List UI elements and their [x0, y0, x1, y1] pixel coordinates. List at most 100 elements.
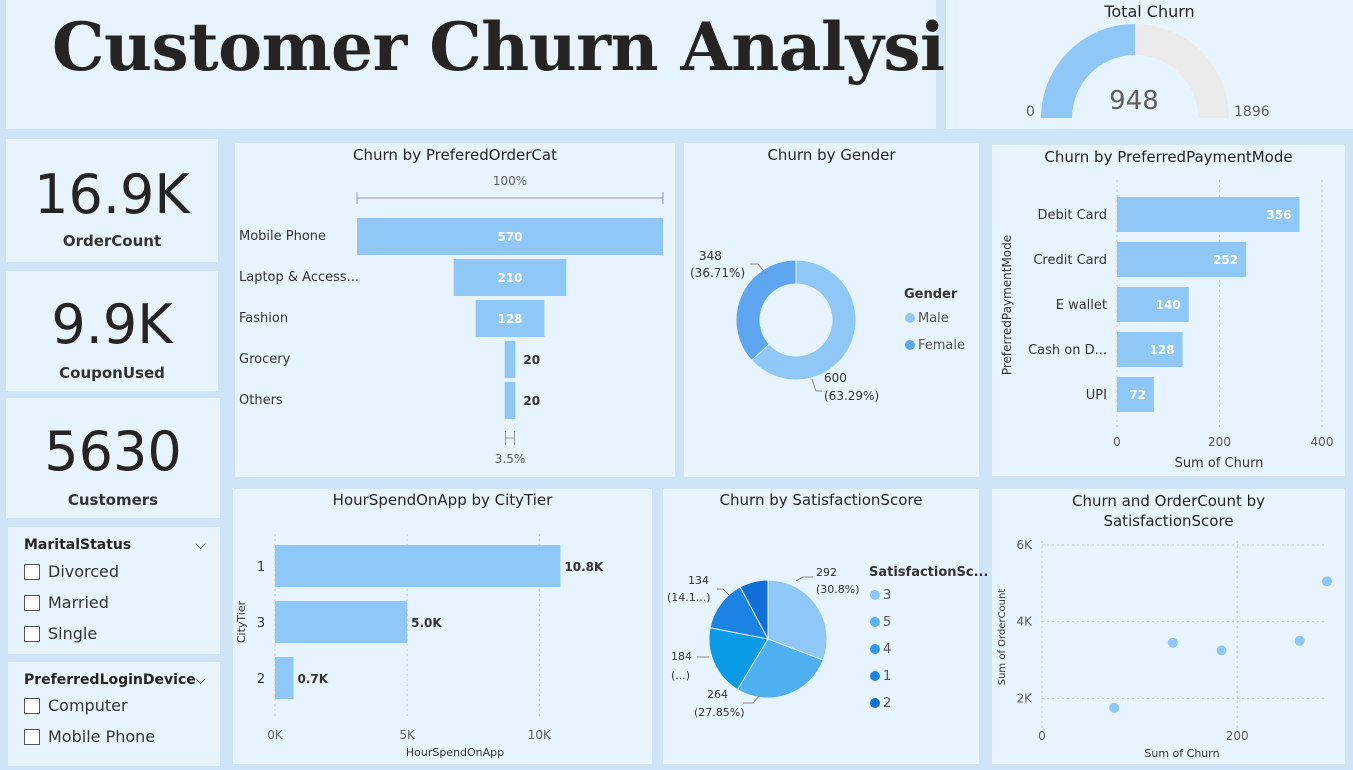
citytier-category-label: 1 — [257, 560, 265, 575]
chevron-down-icon[interactable]: ⌵ — [195, 672, 206, 688]
payment-mode-chart-tile[interactable]: Churn by PreferredPaymentMode 0 200 400 Deb… — [992, 145, 1345, 476]
kpi-value: 5630 — [44, 420, 182, 483]
slicer-title: PreferredLoginDevice — [24, 672, 196, 688]
payment-value-label: 140 — [1156, 298, 1181, 312]
kpi-value: 16.9K — [34, 163, 190, 226]
funnel-bottom-label: 3.5% — [495, 452, 526, 466]
x-tick-label: 400 — [1311, 435, 1334, 449]
legend-marker — [870, 698, 880, 708]
title-banner: Customer Churn Analysis — [6, 0, 982, 129]
funnel-value-label: 128 — [497, 312, 522, 326]
scatter-chart-tile[interactable]: Churn and OrderCount by SatisfactionScor… — [992, 489, 1345, 764]
x-tick-label: 0 — [1038, 729, 1046, 743]
legend-label: 2 — [883, 696, 891, 711]
slicer-option-divorced[interactable]: Divorced — [24, 562, 119, 581]
citytier-chart-tile[interactable]: HourSpendOnApp by CityTier 0K 5K 10K 1 10.8K… — [233, 489, 652, 764]
slicer-option-mobile-phone[interactable]: Mobile Phone — [24, 727, 155, 746]
option-label: Single — [48, 624, 98, 643]
payment-category-label: Cash on D... — [1028, 343, 1107, 358]
gauge-min-label: 0 — [1026, 104, 1035, 120]
chart-title: Churn and OrderCount by SatisfactionScor… — [992, 491, 1345, 531]
x-tick-label: 0K — [267, 728, 284, 742]
legend-marker — [870, 644, 880, 654]
payment-value-label: 252 — [1213, 253, 1238, 267]
y-tick-label: 4K — [1016, 615, 1033, 629]
funnel-category-label: Mobile Phone — [239, 229, 326, 244]
citytier-bar — [275, 657, 294, 699]
y-axis-label: CityTier — [235, 600, 248, 643]
kpi-card-ordercount[interactable]: 16.9K OrderCount — [6, 139, 218, 262]
chart-title: Churn by SatisfactionScore — [719, 491, 923, 509]
citytier-category-label: 3 — [257, 616, 265, 631]
option-label: Mobile Phone — [48, 727, 156, 746]
login-device-slicer[interactable]: PreferredLoginDevice ⌵ Computer Mobile P… — [8, 662, 220, 766]
payment-bar — [1117, 287, 1189, 322]
payment-value-label: 356 — [1266, 208, 1291, 222]
kpi-card-couponused[interactable]: 9.9K CouponUsed — [6, 271, 218, 391]
y-axis-label: PreferredPaymentMode — [1000, 235, 1014, 375]
legend-marker — [870, 617, 880, 627]
option-label: Computer — [48, 696, 128, 715]
y-tick-label: 2K — [1016, 691, 1033, 705]
payment-bar — [1117, 377, 1154, 412]
pie-value-label: 292 — [816, 566, 837, 579]
payment-value-label: 128 — [1150, 343, 1175, 357]
satisfaction-pie-tile[interactable]: Churn by SatisfactionScore 292 (30.8%) 264… — [663, 489, 988, 764]
chart-title: HourSpendOnApp by CityTier — [332, 491, 553, 509]
citytier-bar — [275, 601, 408, 643]
option-label: Divorced — [48, 562, 120, 581]
funnel-value-label: 210 — [497, 271, 522, 285]
kpi-card-customers[interactable]: 5630 Customers — [6, 398, 220, 518]
slicer-option-married[interactable]: Married — [24, 593, 109, 612]
chevron-down-icon[interactable]: ⌵ — [195, 537, 206, 553]
gender-donut-tile[interactable]: Churn by Gender 600 (63.29%) 348 (36.71%) Ge… — [684, 143, 979, 477]
pie-leader-line — [717, 588, 730, 596]
funnel-value-label: 570 — [497, 230, 522, 244]
x-tick-label: 200 — [1208, 435, 1231, 449]
chart-title: Churn by PreferredPaymentMode — [1044, 148, 1293, 166]
donut-value-label: 600 — [824, 371, 847, 385]
legend-marker — [905, 313, 915, 323]
checkbox[interactable] — [24, 563, 40, 580]
funnel-chart-tile[interactable]: Churn by PreferedOrderCat 100% Mobile Pho… — [235, 143, 675, 477]
funnel-bar — [357, 218, 663, 255]
donut-leader-line — [750, 263, 767, 275]
legend-label: 5 — [883, 615, 891, 630]
payment-category-label: Debit Card — [1037, 208, 1107, 223]
legend-marker — [870, 671, 880, 681]
slicer-option-single[interactable]: Single — [24, 624, 97, 643]
gauge-value: 948 — [1109, 86, 1159, 116]
legend-label: Female — [918, 338, 965, 353]
scatter-point — [1167, 637, 1178, 648]
kpi-label: CouponUsed — [59, 364, 165, 382]
kpi-label: Customers — [67, 491, 159, 509]
donut-percent-label: (36.71%) — [690, 266, 745, 280]
pie-percent-label: (...) — [671, 669, 690, 682]
citytier-value-label: 0.7K — [298, 672, 329, 686]
pie-slice — [739, 579, 769, 640]
page-title: Customer Churn Analysis — [52, 8, 982, 86]
funnel-bar — [504, 382, 516, 419]
citytier-value-label: 5.0K — [411, 616, 442, 630]
legend-title: SatisfactionSc... — [869, 565, 988, 580]
checkbox[interactable] — [24, 594, 40, 611]
marital-status-slicer[interactable]: MaritalStatus ⌵ Divorced Married Single — [8, 527, 220, 654]
slicer-option-computer[interactable]: Computer — [24, 696, 128, 715]
kpi-value: 9.9K — [51, 293, 173, 356]
checkbox[interactable] — [24, 625, 40, 642]
payment-bar — [1117, 332, 1183, 367]
funnel-category-label: Laptop & Access... — [239, 270, 359, 285]
legend-title: Gender — [904, 287, 958, 302]
total-churn-gauge-tile[interactable]: Total Churn 948 0 1896 — [946, 0, 1353, 129]
funnel-value-label: 20 — [523, 394, 540, 408]
legend-marker — [870, 590, 880, 600]
pie-value-label: 264 — [707, 688, 728, 701]
donut-leader-line — [811, 378, 822, 392]
chart-title-line: SatisfactionScore — [1103, 512, 1234, 530]
pie-percent-label: (27.85%) — [694, 706, 745, 719]
funnel-category-label: Grocery — [239, 352, 291, 367]
pie-percent-label: (30.8%) — [816, 583, 860, 596]
checkbox[interactable] — [24, 697, 40, 714]
legend-label: Male — [918, 311, 949, 326]
checkbox[interactable] — [24, 728, 40, 745]
